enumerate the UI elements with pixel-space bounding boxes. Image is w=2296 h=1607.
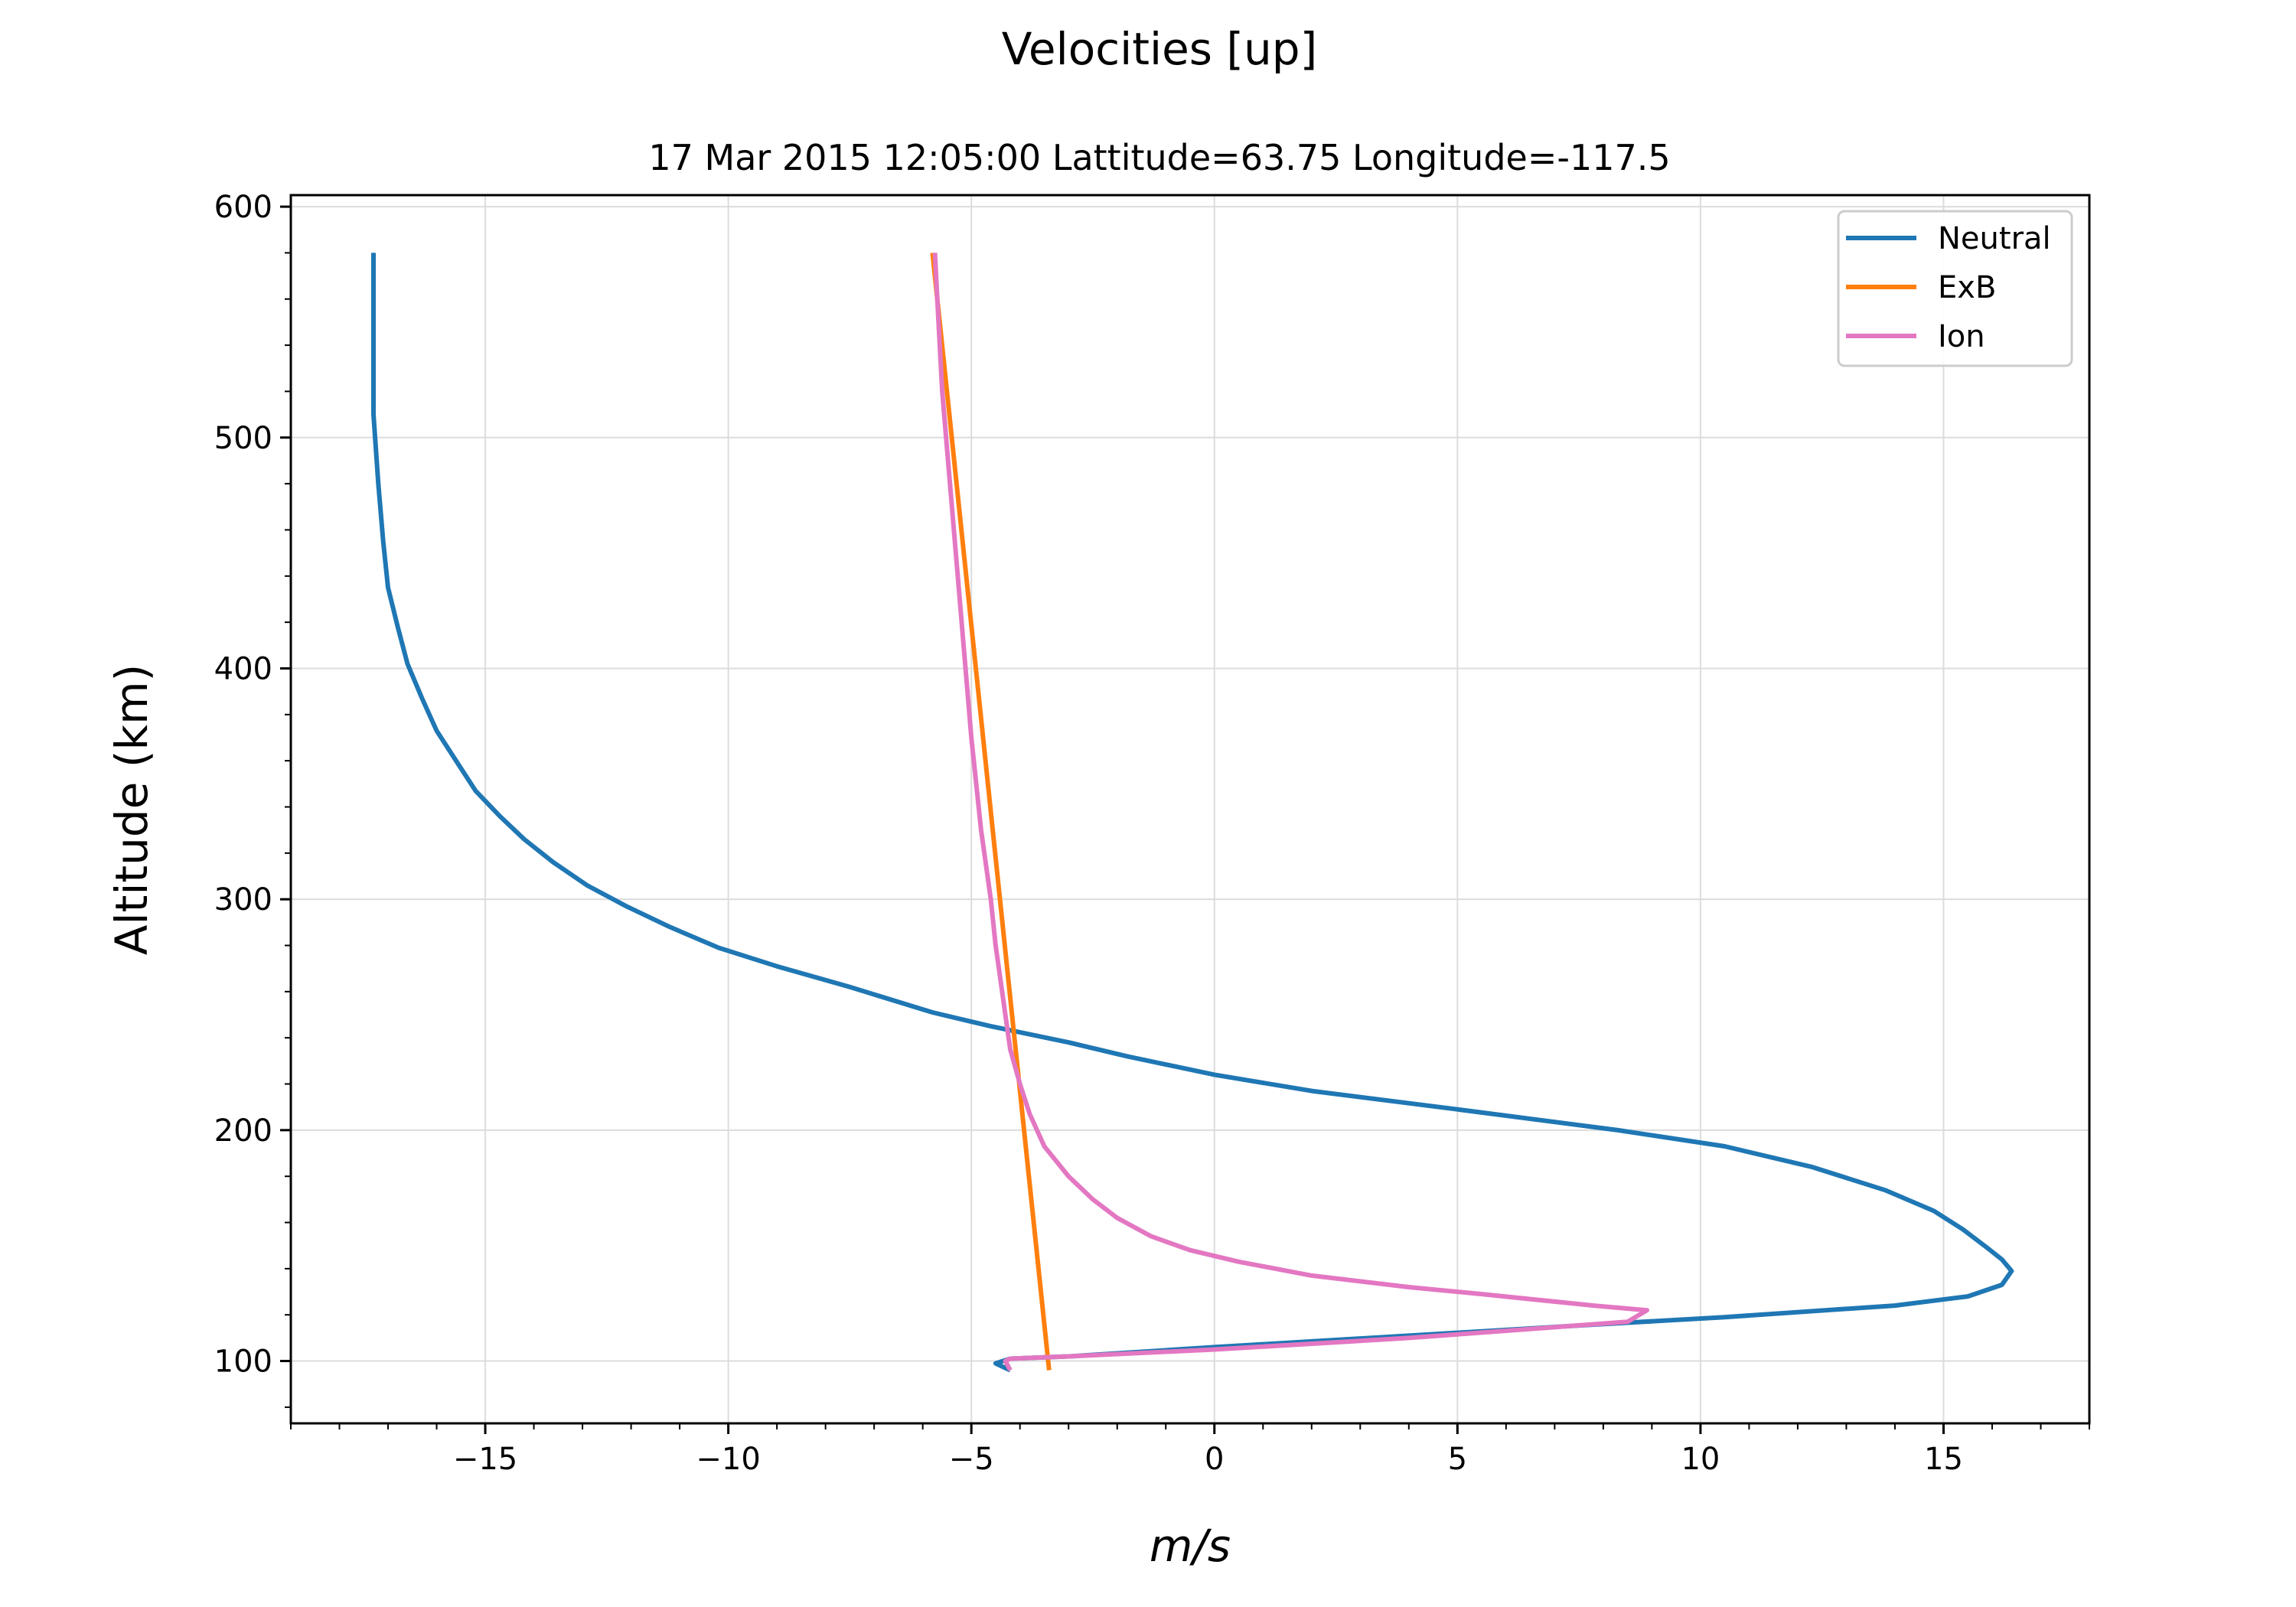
- legend-label-ion: Ion: [1938, 319, 1985, 354]
- chart-title: 17 Mar 2015 12:05:00 Lattitude=63.75 Lon…: [648, 137, 1670, 178]
- series-line-exb: [930, 253, 1052, 1371]
- series-lines: [371, 253, 2014, 1373]
- x-axis-ticks: −15 −10 −5 0 5 10 15: [290, 1423, 2090, 1477]
- legend-label-exb: ExB: [1938, 270, 1996, 305]
- y-tick-label: 400: [214, 651, 272, 686]
- series-line-neutral: [371, 253, 2014, 1373]
- x-tick-label: −15: [453, 1442, 517, 1477]
- plot-background: [291, 195, 2089, 1423]
- y-axis-label: Altitude (km): [106, 664, 158, 955]
- y-axis-ticks: 100 200 300 400 500 600: [214, 190, 291, 1408]
- plot-frame: [289, 194, 2091, 1425]
- chart-suptitle: Velocities [up]: [1002, 23, 1318, 75]
- series-line-ion: [932, 253, 1649, 1372]
- x-tick-label: 0: [1205, 1442, 1224, 1477]
- x-tick-label: −10: [696, 1442, 760, 1477]
- y-tick-label: 100: [214, 1345, 272, 1380]
- x-tick-label: 15: [1924, 1442, 1963, 1477]
- legend-box: [1837, 210, 2073, 367]
- x-tick-label: 5: [1448, 1442, 1467, 1477]
- y-tick-label: 200: [214, 1113, 272, 1149]
- legend: Neutral ExB Ion: [1837, 210, 2073, 367]
- legend-label-neutral: Neutral: [1938, 221, 2051, 256]
- plot-area: −15 −10 −5 0 5 10 15 100 200 300 400 500 600: [214, 190, 2091, 1477]
- x-tick-label: −5: [949, 1442, 994, 1477]
- x-tick-label: 10: [1681, 1442, 1720, 1477]
- y-tick-label: 600: [214, 190, 272, 225]
- y-tick-label: 300: [214, 882, 272, 918]
- grid: [291, 195, 2089, 1423]
- x-axis-label: m/s: [1150, 1520, 1231, 1572]
- y-tick-label: 500: [214, 421, 272, 456]
